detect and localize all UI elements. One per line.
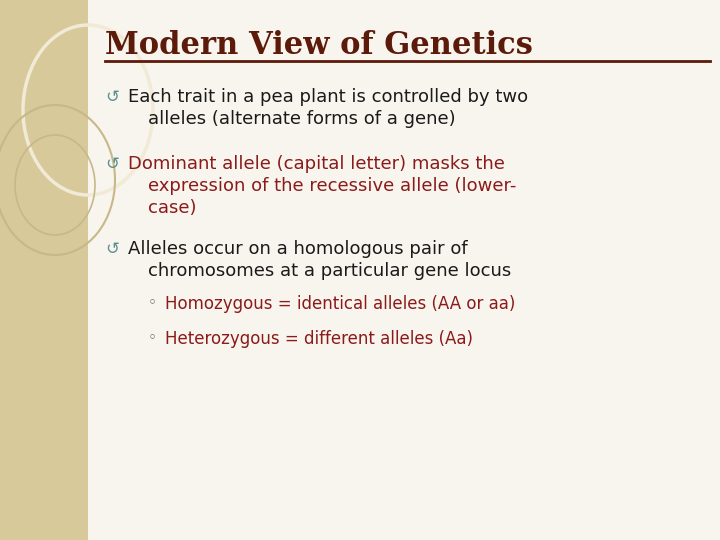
Text: Dominant allele (capital letter) masks the: Dominant allele (capital letter) masks t… (128, 155, 505, 173)
Bar (0, 0, 88, 540)
Text: Modern View of Genetics: Modern View of Genetics (105, 30, 533, 61)
Text: case): case) (148, 199, 197, 217)
Text: ↺: ↺ (105, 88, 119, 106)
Text: ↺: ↺ (105, 155, 119, 173)
Text: Alleles occur on a homologous pair of: Alleles occur on a homologous pair of (128, 240, 467, 258)
Text: ◦: ◦ (148, 330, 157, 345)
Text: ↺: ↺ (105, 240, 119, 258)
Text: Homozygous = identical alleles (AA or aa): Homozygous = identical alleles (AA or aa… (165, 295, 516, 313)
Text: alleles (alternate forms of a gene): alleles (alternate forms of a gene) (148, 110, 456, 128)
Text: Each trait in a pea plant is controlled by two: Each trait in a pea plant is controlled … (128, 88, 528, 106)
Text: Heterozygous = different alleles (Aa): Heterozygous = different alleles (Aa) (165, 330, 473, 348)
Text: chromosomes at a particular gene locus: chromosomes at a particular gene locus (148, 262, 511, 280)
Text: ◦: ◦ (148, 295, 157, 310)
Text: expression of the recessive allele (lower-: expression of the recessive allele (lowe… (148, 177, 516, 195)
